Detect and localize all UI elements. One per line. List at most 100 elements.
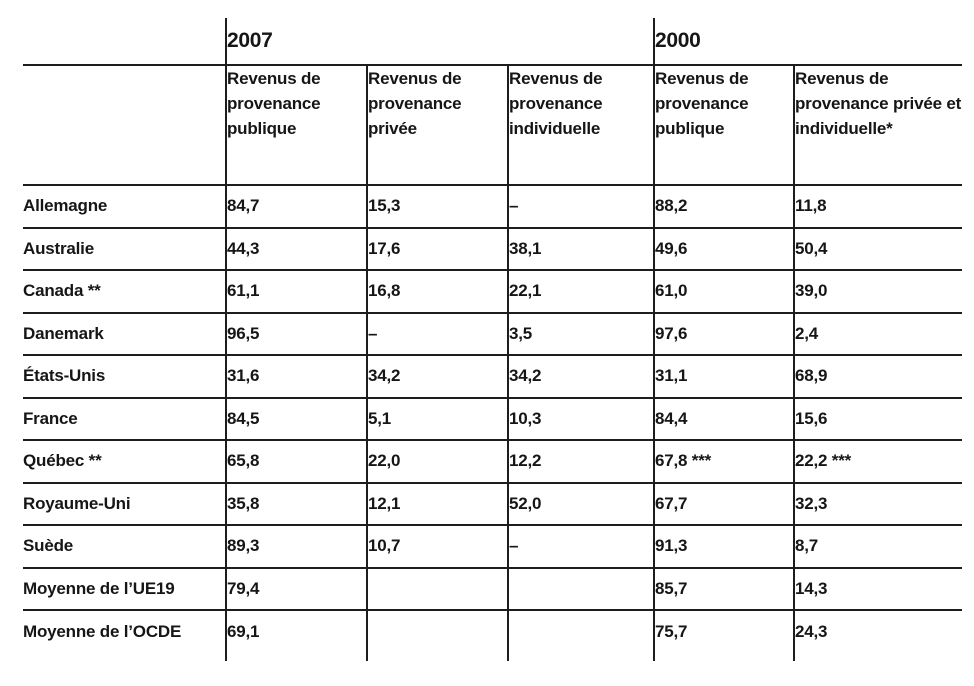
cell-value: 12,1 — [366, 482, 508, 526]
cell-value: 65,8 — [225, 440, 367, 484]
column-rule — [653, 652, 794, 661]
cell-value: 22,0 — [366, 440, 508, 484]
cell-value: 44,3 — [225, 227, 367, 271]
column-rule — [793, 652, 962, 661]
cell-value: 34,2 — [507, 355, 654, 399]
row-label: Canada ** — [23, 270, 226, 314]
cell-value: 89,3 — [225, 525, 367, 569]
column-header-public-2000: Revenus de provenance publique — [653, 65, 794, 186]
table-body: Allemagne 84,7 15,3 – 88,2 11,8 Australi… — [23, 185, 962, 653]
table-row: Allemagne 84,7 15,3 – 88,2 11,8 — [23, 185, 962, 229]
cell-value: 3,5 — [507, 312, 654, 356]
dangling-rules-row — [23, 652, 962, 661]
cell-value: 84,4 — [653, 397, 794, 441]
cell-value: 15,6 — [793, 397, 962, 441]
cell-value: 91,3 — [653, 525, 794, 569]
cell-value: 12,2 — [507, 440, 654, 484]
cell-value: 5,1 — [366, 397, 508, 441]
cell-value: 24,3 — [793, 610, 962, 653]
column-header-row: Revenus de provenance publique Revenus d… — [23, 65, 962, 186]
cell-value: 22,2 *** — [793, 440, 962, 484]
cell-value: 96,5 — [225, 312, 367, 356]
cell-value: 67,8 *** — [653, 440, 794, 484]
cell-value: 11,8 — [793, 185, 962, 229]
row-label: Australie — [23, 227, 226, 271]
cell-value: 52,0 — [507, 482, 654, 526]
corner-spacer — [23, 65, 226, 186]
cell-value: 2,4 — [793, 312, 962, 356]
cell-value: 38,1 — [507, 227, 654, 271]
cell-value — [507, 610, 654, 653]
row-label: États-Unis — [23, 355, 226, 399]
cell-value: 31,1 — [653, 355, 794, 399]
table-row: Danemark 96,5 – 3,5 97,6 2,4 — [23, 312, 962, 356]
column-header-private-2007: Revenus de provenance privée — [366, 65, 508, 186]
cell-value: 16,8 — [366, 270, 508, 314]
table-row: Moyenne de l’UE19 79,4 85,7 14,3 — [23, 567, 962, 611]
column-rule — [507, 652, 654, 661]
cell-value: 69,1 — [225, 610, 367, 653]
cell-value: 32,3 — [793, 482, 962, 526]
rule-spacer — [23, 653, 226, 661]
cell-value: 34,2 — [366, 355, 508, 399]
cell-value: 10,3 — [507, 397, 654, 441]
row-label: Danemark — [23, 312, 226, 356]
cell-value: 61,0 — [653, 270, 794, 314]
cell-value: – — [507, 185, 654, 229]
cell-value: 85,7 — [653, 567, 794, 611]
revenue-sources-table: 2007 2000 Revenus de provenance publique… — [23, 18, 962, 661]
column-header-private-individual-2000: Revenus de provenance privée et individu… — [793, 65, 962, 186]
table-row: Royaume-Uni 35,8 12,1 52,0 67,7 32,3 — [23, 482, 962, 526]
column-header-public-2007: Revenus de provenance publique — [225, 65, 367, 186]
corner-spacer — [23, 18, 226, 66]
cell-value: – — [366, 312, 508, 356]
year-header-2007: 2007 — [225, 18, 654, 66]
cell-value: 15,3 — [366, 185, 508, 229]
cell-value — [507, 567, 654, 611]
table-row: Moyenne de l’OCDE 69,1 75,7 24,3 — [23, 610, 962, 653]
cell-value: 84,5 — [225, 397, 367, 441]
cell-value: 61,1 — [225, 270, 367, 314]
cell-value: 14,3 — [793, 567, 962, 611]
cell-value: 79,4 — [225, 567, 367, 611]
table-row: Suède 89,3 10,7 – 91,3 8,7 — [23, 525, 962, 569]
cell-value: 84,7 — [225, 185, 367, 229]
cell-value: 22,1 — [507, 270, 654, 314]
table-header: 2007 2000 Revenus de provenance publique… — [23, 18, 962, 186]
table-row: Australie 44,3 17,6 38,1 49,6 50,4 — [23, 227, 962, 271]
table-footer-rules — [23, 652, 962, 661]
cell-value: 49,6 — [653, 227, 794, 271]
table-row: Canada ** 61,1 16,8 22,1 61,0 39,0 — [23, 270, 962, 314]
year-header-row: 2007 2000 — [23, 18, 962, 66]
cell-value: 88,2 — [653, 185, 794, 229]
cell-value: 10,7 — [366, 525, 508, 569]
table-row: France 84,5 5,1 10,3 84,4 15,6 — [23, 397, 962, 441]
column-rule — [366, 652, 508, 661]
table-row: États-Unis 31,6 34,2 34,2 31,1 68,9 — [23, 355, 962, 399]
cell-value: 68,9 — [793, 355, 962, 399]
row-label: Suède — [23, 525, 226, 569]
cell-value: 8,7 — [793, 525, 962, 569]
cell-value: – — [507, 525, 654, 569]
row-label: Moyenne de l’UE19 — [23, 567, 226, 611]
cell-value: 75,7 — [653, 610, 794, 653]
cell-value — [366, 567, 508, 611]
cell-value: 35,8 — [225, 482, 367, 526]
row-label: Moyenne de l’OCDE — [23, 621, 182, 641]
row-label: Allemagne — [23, 185, 226, 229]
row-label: Québec ** — [23, 440, 226, 484]
year-header-2000: 2000 — [653, 18, 962, 66]
cell-value: 31,6 — [225, 355, 367, 399]
cell-value: 17,6 — [366, 227, 508, 271]
cell-value: 50,4 — [793, 227, 962, 271]
row-label: Royaume-Uni — [23, 482, 226, 526]
cell-value: 39,0 — [793, 270, 962, 314]
column-header-individual-2007: Revenus de provenance individuelle — [507, 65, 654, 186]
cell-value — [366, 610, 508, 653]
row-label: France — [23, 397, 226, 441]
cell-value: 97,6 — [653, 312, 794, 356]
table-row: Québec ** 65,8 22,0 12,2 67,8 *** 22,2 *… — [23, 440, 962, 484]
cell-value: 67,7 — [653, 482, 794, 526]
column-rule — [225, 652, 367, 661]
